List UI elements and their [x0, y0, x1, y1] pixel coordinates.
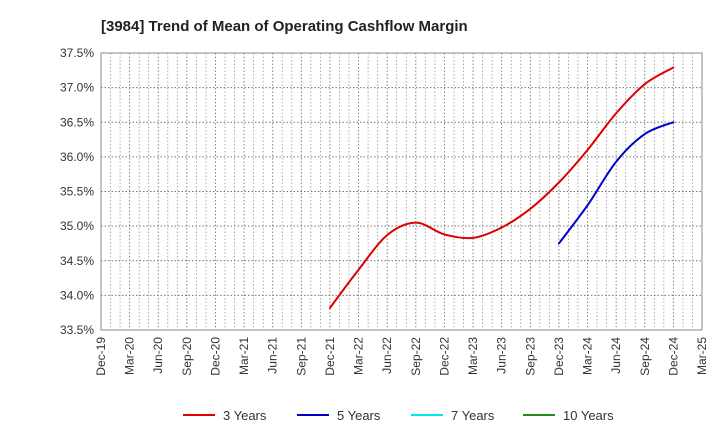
x-tick-label: Jun-23 — [495, 337, 509, 374]
x-tick-label: Dec-23 — [552, 337, 566, 376]
x-tick-label: Dec-21 — [323, 337, 337, 376]
chart-title: [3984] Trend of Mean of Operating Cashfl… — [101, 18, 468, 35]
x-tick-label: Sep-24 — [638, 337, 652, 376]
x-tick-label: Dec-22 — [437, 337, 451, 376]
x-tick-label: Dec-19 — [94, 337, 108, 376]
x-tick-label: Mar-24 — [581, 337, 595, 375]
legend-label: 5 Years — [337, 408, 381, 423]
y-tick-label: 34.0% — [60, 288, 94, 302]
x-tick-label: Jun-20 — [151, 337, 165, 374]
x-tick-label: Jun-24 — [609, 337, 623, 374]
legend-item-10-years: 10 Years — [523, 408, 614, 423]
legend-label: 3 Years — [223, 408, 267, 423]
y-tick-label: 35.5% — [60, 185, 94, 199]
y-tick-label: 35.0% — [60, 219, 94, 233]
series-line-3-years — [328, 66, 675, 309]
y-tick-label: 36.0% — [60, 150, 94, 164]
y-tick-label: 33.5% — [60, 323, 94, 337]
legend-label: 7 Years — [451, 408, 495, 423]
x-tick-label: Mar-20 — [123, 337, 137, 375]
y-tick-label: 34.5% — [60, 254, 94, 268]
legend-item-5-years: 5 Years — [297, 408, 381, 423]
x-tick-label: Dec-24 — [666, 337, 680, 376]
x-tick-label: Jun-21 — [266, 337, 280, 374]
legend-item-7-years: 7 Years — [411, 408, 495, 423]
x-tick-label: Sep-21 — [294, 337, 308, 376]
x-tick-label: Dec-20 — [208, 337, 222, 376]
x-tick-label: Sep-23 — [523, 337, 537, 376]
x-tick-label: Mar-25 — [695, 337, 709, 375]
plot-area — [101, 53, 702, 330]
x-tick-label: Mar-22 — [352, 337, 366, 375]
legend-label: 10 Years — [563, 408, 614, 423]
y-tick-label: 37.5% — [60, 46, 94, 60]
x-tick-label: Sep-20 — [180, 337, 194, 376]
x-tick-label: Mar-23 — [466, 337, 480, 375]
series-line-5-years — [557, 121, 675, 245]
x-tick-label: Sep-22 — [409, 337, 423, 376]
legend-item-3-years: 3 Years — [183, 408, 267, 423]
y-tick-label: 36.5% — [60, 115, 94, 129]
x-tick-label: Mar-21 — [237, 337, 251, 375]
y-tick-label: 37.0% — [60, 81, 94, 95]
plot-frame — [100, 52, 703, 331]
x-tick-label: Jun-22 — [380, 337, 394, 374]
